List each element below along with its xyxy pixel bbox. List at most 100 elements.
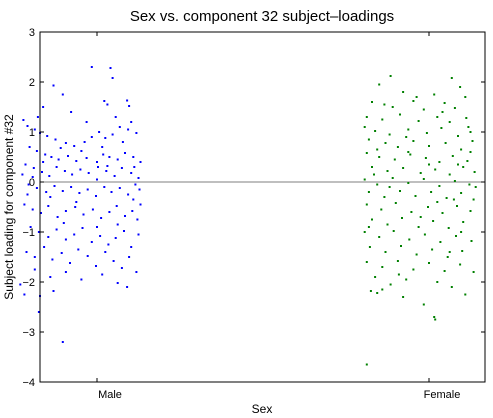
data-point-male: [103, 186, 106, 188]
y-axis-label: Subject loading for component #32: [2, 114, 16, 300]
data-point-male: [62, 222, 65, 224]
data-point-male: [97, 166, 99, 168]
data-point-female: [384, 142, 387, 144]
y-tick-label: 2: [29, 77, 35, 89]
data-point-male: [45, 191, 48, 193]
data-point-male: [86, 188, 89, 191]
data-point-female: [457, 163, 459, 166]
data-point-male: [42, 106, 45, 108]
data-point-female: [453, 180, 456, 182]
y-tick-label: 1: [29, 127, 35, 139]
data-point-female: [417, 120, 420, 122]
data-point-male: [74, 206, 77, 208]
data-point-female: [374, 130, 377, 132]
data-point-female: [472, 198, 475, 201]
data-point-female: [448, 173, 451, 176]
data-point-female: [419, 216, 422, 218]
data-point-male: [75, 201, 78, 203]
data-point-female: [441, 212, 444, 214]
data-point-male: [100, 217, 103, 219]
data-point-male: [83, 141, 86, 143]
data-point-female: [402, 167, 405, 169]
data-point-male: [48, 175, 51, 177]
data-point-male: [127, 128, 130, 131]
data-point-male: [64, 142, 67, 144]
data-point-female: [436, 281, 439, 283]
data-point-female: [412, 140, 415, 142]
data-point-female: [471, 140, 474, 142]
data-point-male: [111, 133, 114, 136]
data-point-female: [380, 208, 383, 211]
data-point-female: [444, 142, 447, 144]
data-point-female: [376, 292, 379, 294]
data-point-male: [120, 267, 123, 269]
data-point-male: [130, 172, 133, 174]
data-point-male: [75, 160, 78, 162]
data-point-male: [50, 156, 53, 158]
data-point-male: [28, 146, 31, 148]
data-point-male: [137, 177, 140, 179]
y-tick-label: −3: [22, 327, 35, 339]
data-point-male: [64, 271, 67, 273]
data-point-female: [466, 160, 469, 162]
data-point-female: [448, 251, 451, 253]
data-point-male: [61, 341, 64, 343]
data-point-male: [47, 205, 50, 207]
data-point-female: [405, 278, 408, 281]
data-point-male: [33, 128, 36, 131]
data-point-female: [396, 260, 399, 262]
data-point-male: [106, 103, 109, 106]
data-point-male: [22, 119, 25, 121]
data-point-male: [113, 175, 116, 177]
data-point-male: [126, 99, 129, 102]
data-point-female: [456, 205, 458, 207]
data-point-male: [116, 223, 119, 226]
data-point-male: [43, 246, 46, 248]
data-point-male: [24, 163, 27, 166]
data-point-male: [44, 153, 47, 156]
data-point-female: [393, 158, 396, 161]
data-point-female: [388, 186, 391, 188]
points-layer: [19, 66, 477, 366]
data-point-female: [378, 236, 381, 238]
data-point-male: [23, 203, 26, 206]
data-point-male: [114, 116, 117, 118]
data-point-female: [386, 223, 389, 226]
data-point-male: [78, 192, 81, 194]
data-point-female: [461, 250, 464, 252]
data-point-female: [369, 290, 372, 292]
data-point-female: [430, 191, 433, 193]
data-point-male: [131, 210, 134, 212]
data-point-female: [465, 117, 468, 119]
data-point-female: [388, 133, 391, 136]
data-point-male: [132, 156, 135, 158]
data-point-male: [47, 236, 50, 238]
data-point-female: [412, 100, 415, 102]
data-point-female: [440, 127, 443, 129]
data-point-female: [434, 318, 437, 321]
data-point-male: [29, 226, 32, 228]
data-point-male: [123, 230, 125, 232]
data-point-female: [450, 286, 453, 288]
data-point-female: [378, 156, 381, 158]
data-point-male: [108, 211, 111, 213]
data-point-male: [107, 243, 110, 246]
data-point-male: [67, 155, 69, 157]
data-point-female: [376, 183, 379, 186]
data-point-female: [399, 113, 401, 116]
data-point-female: [371, 166, 373, 168]
data-point-male: [91, 208, 94, 211]
data-point-male: [35, 150, 38, 152]
data-point-female: [374, 276, 377, 278]
data-point-male: [99, 235, 102, 237]
data-point-female: [459, 263, 462, 266]
data-point-male: [116, 158, 119, 161]
data-point-female: [462, 221, 465, 223]
data-point-female: [365, 203, 368, 206]
data-point-male: [116, 282, 119, 284]
data-point-male: [96, 226, 98, 228]
data-point-female: [397, 273, 400, 276]
data-point-male: [69, 262, 71, 264]
